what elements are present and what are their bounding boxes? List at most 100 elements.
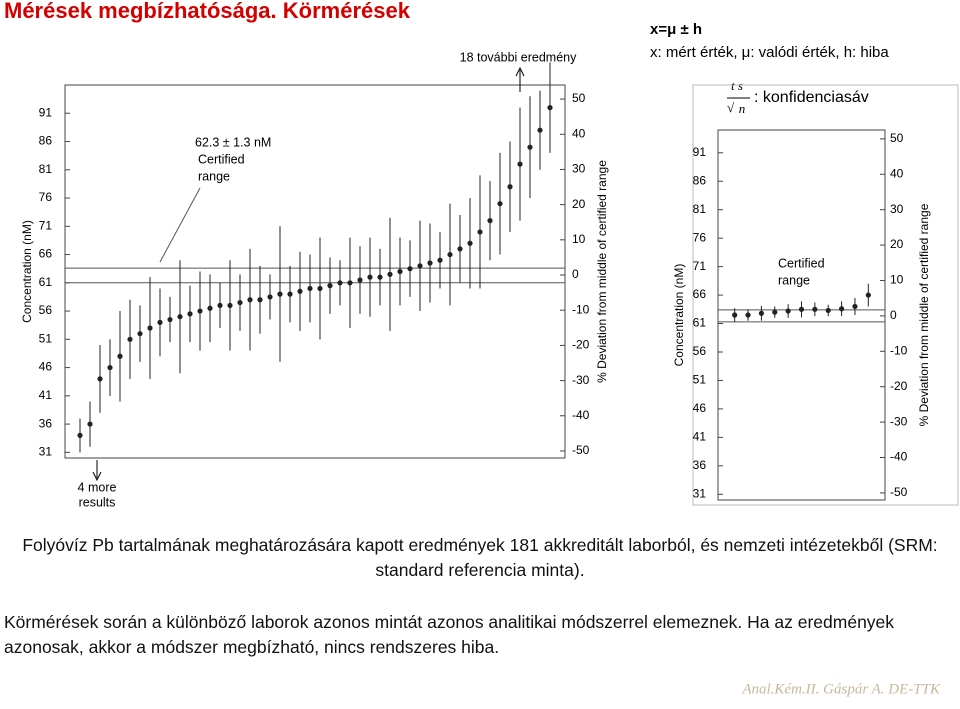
data-point — [497, 201, 503, 207]
annotation: 18 további eredmény — [460, 50, 577, 64]
annotation: results — [79, 495, 116, 509]
data-point — [367, 274, 373, 280]
y-tick-label: 56 — [39, 303, 53, 317]
y2-tick-label: -10 — [572, 302, 590, 316]
data-point — [865, 292, 871, 298]
data-point — [447, 251, 453, 258]
y-tick-label: 61 — [39, 275, 53, 289]
y-tick-label: 61 — [693, 316, 707, 330]
data-point — [477, 229, 483, 235]
y2-tick-label: -40 — [572, 408, 590, 422]
slide-title: Mérések megbízhatósága. Körmérések — [4, 0, 411, 23]
y2-tick-label: -30 — [572, 373, 590, 387]
data-point — [117, 353, 123, 359]
data-point — [758, 310, 765, 316]
data-point — [377, 274, 383, 280]
y-tick-label: 46 — [39, 360, 53, 374]
data-point — [507, 184, 513, 190]
data-point — [287, 291, 293, 297]
y-tick-label: 81 — [39, 162, 53, 176]
data-point — [317, 285, 323, 292]
y-tick-label: 71 — [693, 259, 707, 273]
paragraph: Folyóvíz Pb tartalmának meghatározására … — [22, 535, 938, 580]
data-point — [77, 432, 83, 438]
y2-tick-label: -40 — [890, 450, 908, 464]
data-point — [407, 266, 413, 272]
arrow-up — [515, 66, 525, 92]
y2-tick-label: 0 — [890, 308, 897, 322]
y-tick-label: 51 — [39, 331, 53, 345]
y-axis-label: Concentration (nM) — [672, 264, 686, 367]
data-point — [227, 302, 233, 309]
y2-tick-label: 50 — [890, 131, 904, 145]
y-tick-label: 76 — [39, 190, 53, 204]
conf-label: : konfidenciasáv — [754, 89, 869, 106]
y2-tick-label: -10 — [890, 343, 908, 357]
data-point — [217, 302, 223, 309]
y-tick-label: 81 — [693, 202, 707, 216]
data-point — [87, 421, 93, 427]
sqrt-sign: √ — [727, 100, 735, 115]
y2-tick-label: 20 — [890, 237, 904, 251]
data-point — [427, 260, 433, 266]
data-point — [347, 280, 353, 286]
data-point — [237, 299, 243, 306]
conf-denominator: n — [739, 101, 746, 116]
data-point — [785, 308, 791, 314]
data-point — [387, 271, 393, 277]
data-point — [327, 283, 333, 289]
y-tick-label: 71 — [39, 218, 53, 232]
annotation: range — [778, 273, 810, 287]
data-point — [547, 105, 553, 111]
annotation: range — [198, 169, 230, 183]
data-point — [147, 325, 153, 331]
data-point — [307, 285, 313, 292]
data-point — [167, 316, 173, 323]
data-point — [825, 307, 831, 314]
data-point — [137, 331, 143, 337]
annotation: 62.3 ± 1.3 nM — [195, 135, 271, 149]
data-point — [838, 306, 845, 312]
data-point — [97, 376, 103, 382]
right-chart-frame — [692, 84, 959, 506]
data-point — [247, 297, 253, 303]
y-tick-label: 91 — [39, 105, 53, 119]
data-point — [357, 277, 363, 283]
y2-axis-label: % Deviation from middle of certified ran… — [595, 160, 609, 383]
data-point — [457, 246, 463, 252]
y-tick-label: 76 — [693, 230, 707, 244]
y2-tick-label: 30 — [890, 202, 904, 216]
y2-tick-label: -50 — [572, 443, 590, 457]
y2-tick-label: 40 — [572, 126, 586, 140]
y2-tick-label: -20 — [890, 379, 908, 393]
y-tick-label: 86 — [39, 134, 53, 148]
data-point — [257, 297, 263, 303]
data-point — [487, 218, 493, 224]
y-tick-label: 31 — [693, 486, 707, 500]
arrow-down — [92, 460, 102, 482]
footer: Anal.Kém.II. Gáspár A. DE-TTK — [741, 681, 941, 697]
data-point — [798, 306, 805, 312]
y2-tick-label: 10 — [572, 232, 586, 246]
data-point — [812, 306, 818, 312]
y-tick-label: 36 — [693, 458, 707, 472]
formula-note: x: mért érték, μ: valódi érték, h: hiba — [650, 44, 889, 61]
data-point — [177, 314, 183, 320]
data-point — [745, 312, 751, 318]
data-point — [267, 294, 273, 300]
pointer — [159, 187, 201, 263]
plot-frame — [717, 129, 886, 501]
data-point — [187, 311, 193, 317]
y2-tick-label: -50 — [890, 485, 908, 499]
y-tick-label: 31 — [39, 445, 53, 459]
y2-tick-label: 20 — [572, 197, 586, 211]
data-point — [517, 161, 523, 167]
y-tick-label: 41 — [39, 388, 53, 402]
y-tick-label: 86 — [693, 173, 707, 187]
data-point — [337, 280, 343, 286]
y2-axis-label: % Deviation from middle of certified ran… — [917, 203, 931, 426]
annotation: Certified — [778, 256, 825, 270]
y-tick-label: 66 — [39, 247, 53, 261]
y2-tick-label: -20 — [572, 338, 590, 352]
data-point — [397, 268, 403, 275]
